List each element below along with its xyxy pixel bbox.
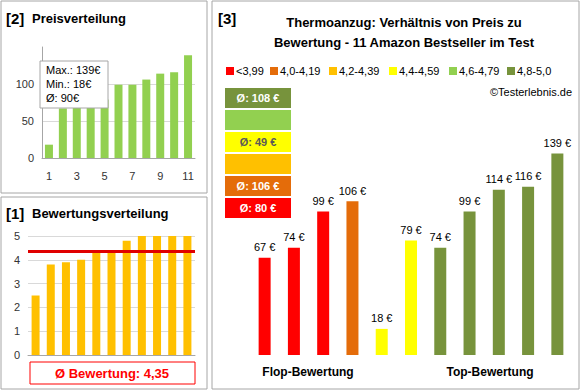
svg-text:<3,99: <3,99 — [236, 65, 264, 77]
svg-text:[2]: [2] — [6, 10, 24, 27]
svg-text:116 €: 116 € — [515, 170, 542, 182]
svg-text:Preisverteilung: Preisverteilung — [32, 11, 126, 26]
svg-text:99 €: 99 € — [312, 195, 333, 207]
svg-text:74 €: 74 € — [430, 231, 451, 243]
svg-text:©Testerlebnis.de: ©Testerlebnis.de — [490, 86, 572, 98]
svg-text:Bewertungsverteilung: Bewertungsverteilung — [32, 206, 169, 221]
svg-text:74 €: 74 € — [283, 231, 304, 243]
svg-text:4,8-5,0: 4,8-5,0 — [517, 65, 551, 77]
svg-text:5: 5 — [14, 230, 20, 242]
svg-text:4,6-4,79: 4,6-4,79 — [459, 65, 499, 77]
svg-text:11: 11 — [182, 170, 193, 182]
svg-text:Ø: 106 €: Ø: 106 € — [237, 180, 280, 192]
svg-text:0: 0 — [28, 152, 34, 164]
svg-text:3: 3 — [74, 170, 80, 182]
svg-text:50: 50 — [22, 115, 34, 127]
svg-text:Thermoanzug: Verhältnis von Pr: Thermoanzug: Verhältnis von Preis zu — [286, 15, 522, 30]
svg-text:99 €: 99 € — [459, 195, 480, 207]
svg-text:1: 1 — [46, 170, 52, 182]
svg-text:Ø: 49 €: Ø: 49 € — [240, 136, 277, 148]
svg-text:4,2-4,39: 4,2-4,39 — [339, 65, 379, 77]
svg-text:Bewertung - 11 Amazon Bestsell: Bewertung - 11 Amazon Bestseller im Test — [274, 35, 535, 50]
svg-text:0: 0 — [14, 349, 20, 361]
svg-text:Ø: 108 €: Ø: 108 € — [237, 92, 280, 104]
svg-text:106 €: 106 € — [339, 185, 367, 197]
svg-text:4,0-4,19: 4,0-4,19 — [280, 65, 320, 77]
svg-text:67 €: 67 € — [254, 241, 275, 253]
svg-text:114 €: 114 € — [485, 173, 512, 185]
svg-text:4: 4 — [14, 254, 20, 266]
svg-text:Max.: 139€: Max.: 139€ — [46, 64, 100, 76]
svg-text:4,4-4,59: 4,4-4,59 — [399, 65, 439, 77]
svg-text:9: 9 — [157, 170, 163, 182]
svg-text:7: 7 — [129, 170, 135, 182]
svg-text:[3]: [3] — [218, 10, 236, 27]
svg-text:139 €: 139 € — [544, 137, 572, 149]
svg-text:100: 100 — [16, 78, 34, 90]
svg-text:79 €: 79 € — [400, 224, 421, 236]
svg-text:[1]: [1] — [6, 205, 24, 222]
svg-text:Ø: 80 €: Ø: 80 € — [240, 202, 277, 214]
svg-text:3: 3 — [14, 278, 20, 290]
svg-text:Ø Bewertung: 4,35: Ø Bewertung: 4,35 — [55, 366, 169, 381]
svg-text:2: 2 — [14, 301, 20, 313]
svg-text:Ø: 90€: Ø: 90€ — [46, 92, 79, 104]
svg-text:1: 1 — [14, 325, 20, 337]
svg-text:Min.: 18€: Min.: 18€ — [46, 78, 91, 90]
svg-text:5: 5 — [102, 170, 108, 182]
svg-text:18 €: 18 € — [371, 312, 392, 324]
svg-text:Flop-Bewertung: Flop-Bewertung — [262, 365, 353, 379]
svg-text:Top-Bewertung: Top-Bewertung — [446, 365, 533, 379]
